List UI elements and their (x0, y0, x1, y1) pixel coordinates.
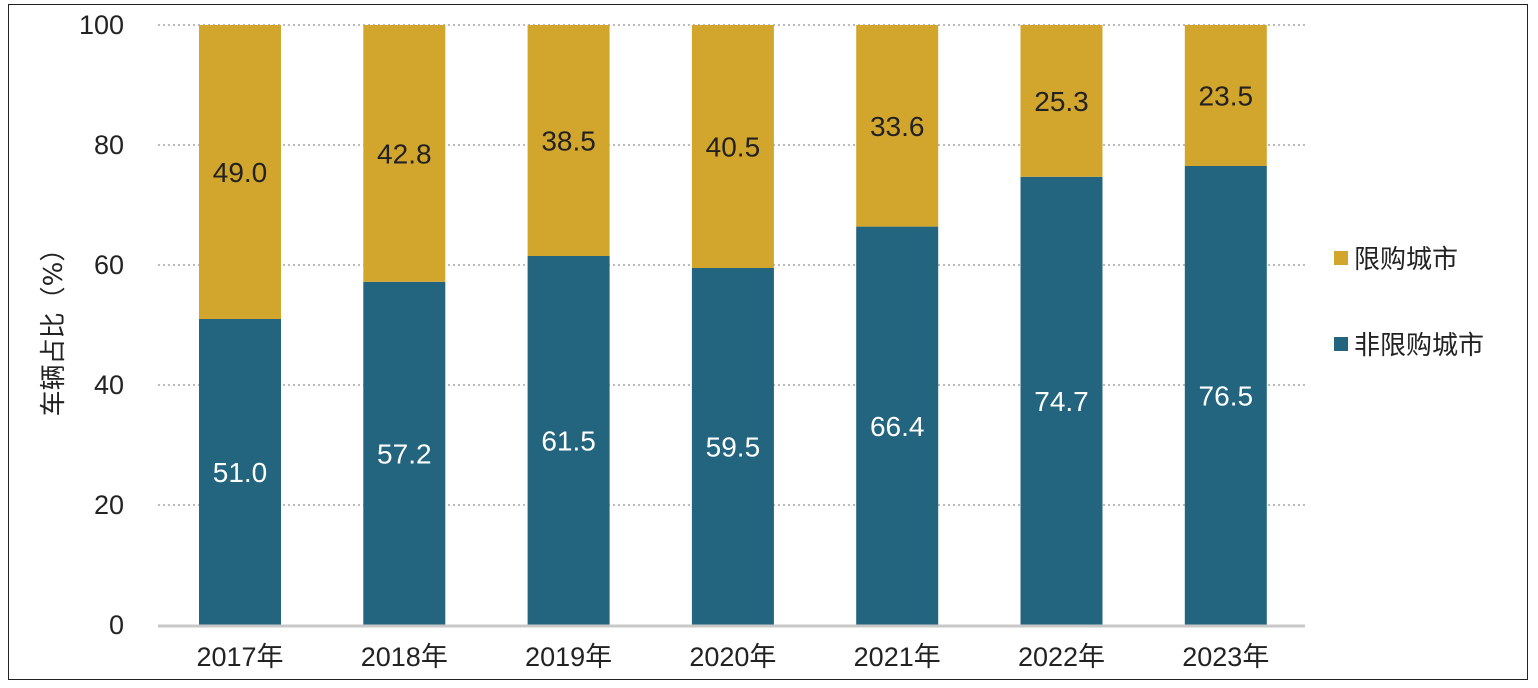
gridlines (158, 24, 1305, 506)
x-category-label: 2020年 (689, 642, 776, 672)
y-tick-label: 0 (109, 610, 124, 640)
bar-restricted (691, 25, 774, 268)
legend-label: 非限购城市 (1354, 331, 1484, 361)
y-tick-label: 20 (94, 490, 124, 520)
x-category-label: 2022年 (1018, 642, 1105, 672)
data-label: 61.5 (541, 426, 596, 457)
data-label: 33.6 (870, 111, 925, 142)
x-category-label: 2019年 (525, 642, 612, 672)
bars (199, 25, 1267, 626)
bar-non-restricted (527, 256, 610, 625)
data-label: 76.5 (1199, 381, 1254, 412)
bar-non-restricted (199, 319, 281, 625)
x-category-label: 2023年 (1182, 642, 1269, 672)
bar-non-restricted (1020, 176, 1103, 626)
bar-restricted (856, 25, 939, 227)
bar-non-restricted (691, 268, 774, 625)
y-tick-label: 100 (79, 10, 124, 40)
data-label: 51.0 (213, 457, 268, 488)
bar-restricted (363, 25, 446, 282)
x-axis-categories: 2017年 2018年 2019年 2020年 2021年 2022年 2023年 (196, 642, 1269, 672)
bar-restricted (199, 25, 281, 319)
data-label: 74.7 (1034, 386, 1089, 417)
data-label: 66.4 (870, 411, 925, 442)
bar-non-restricted (1184, 166, 1267, 625)
legend-label: 限购城市 (1354, 245, 1458, 275)
data-label: 40.5 (706, 132, 761, 163)
y-axis-ticks: 0 20 40 60 80 100 (79, 10, 124, 640)
bar-non-restricted (363, 281, 446, 625)
bar-restricted (1020, 25, 1103, 177)
y-tick-label: 80 (94, 130, 124, 160)
y-tick-label: 40 (94, 370, 124, 400)
data-label: 38.5 (541, 126, 596, 157)
data-label: 57.2 (377, 438, 432, 469)
bar-restricted (527, 25, 610, 256)
legend-swatch (1334, 251, 1348, 265)
data-label: 23.5 (1199, 81, 1254, 112)
x-category-label: 2021年 (854, 642, 941, 672)
data-label: 59.5 (706, 432, 761, 463)
bar-restricted (1184, 25, 1267, 166)
data-label: 42.8 (377, 138, 432, 169)
data-labels: 51.0 49.0 57.2 42.8 61.5 38.5 59.5 40.5 66.4 33.6… (213, 81, 1253, 489)
legend-swatch (1334, 337, 1348, 351)
y-axis-label: 车辆占比（%） (39, 236, 69, 417)
data-label: 49.0 (213, 157, 268, 188)
x-category-label: 2017年 (196, 642, 283, 672)
x-category-label: 2018年 (361, 642, 448, 672)
bar-non-restricted (856, 226, 939, 625)
data-label: 25.3 (1034, 86, 1089, 117)
y-tick-label: 60 (94, 250, 124, 280)
